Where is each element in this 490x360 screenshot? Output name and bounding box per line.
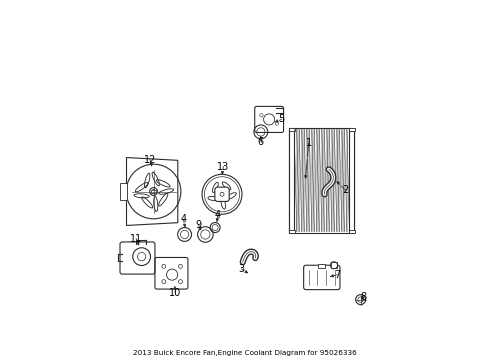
Text: 11: 11 <box>130 234 142 244</box>
Bar <box>289 128 294 131</box>
Text: 8: 8 <box>360 292 367 302</box>
Text: 1: 1 <box>306 138 312 148</box>
Bar <box>151 190 156 193</box>
Text: 9: 9 <box>196 220 201 230</box>
Text: 4: 4 <box>215 210 221 220</box>
Text: 4: 4 <box>180 214 186 224</box>
Bar <box>289 230 294 233</box>
Text: 6: 6 <box>258 136 264 147</box>
Text: 5: 5 <box>278 114 285 125</box>
Bar <box>349 230 355 233</box>
Bar <box>289 129 294 232</box>
Text: 12: 12 <box>144 155 156 165</box>
Text: 2: 2 <box>342 185 348 195</box>
Bar <box>349 129 354 232</box>
Bar <box>318 264 325 268</box>
Bar <box>120 183 126 200</box>
Text: 3: 3 <box>238 264 245 274</box>
FancyBboxPatch shape <box>215 187 229 202</box>
Text: 13: 13 <box>217 162 229 172</box>
Text: 10: 10 <box>169 288 181 298</box>
Text: 7: 7 <box>334 270 340 280</box>
Bar <box>289 128 354 233</box>
Text: 2013 Buick Encore Fan,Engine Coolant Diagram for 95026336: 2013 Buick Encore Fan,Engine Coolant Dia… <box>133 350 357 356</box>
Bar <box>331 262 337 268</box>
Circle shape <box>149 188 157 195</box>
Bar <box>349 128 355 131</box>
